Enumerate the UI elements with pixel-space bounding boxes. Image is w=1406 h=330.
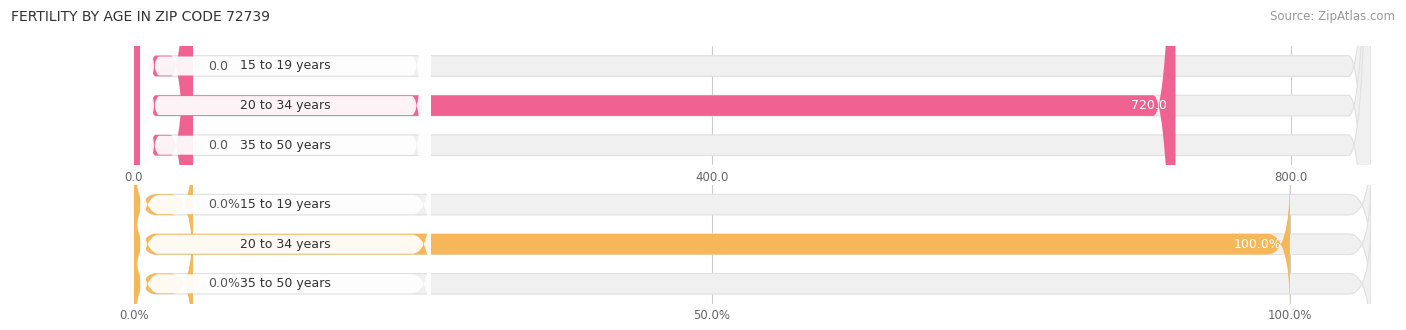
Text: 15 to 19 years: 15 to 19 years [240,59,330,73]
Text: 0.0: 0.0 [208,59,228,73]
FancyBboxPatch shape [134,139,1371,271]
FancyBboxPatch shape [141,0,432,330]
FancyBboxPatch shape [134,0,193,330]
FancyBboxPatch shape [134,178,1289,310]
Text: Source: ZipAtlas.com: Source: ZipAtlas.com [1270,10,1395,23]
FancyBboxPatch shape [141,0,432,330]
Text: FERTILITY BY AGE IN ZIP CODE 72739: FERTILITY BY AGE IN ZIP CODE 72739 [11,10,270,24]
Text: 100.0%: 100.0% [1233,238,1281,251]
FancyBboxPatch shape [134,0,1371,330]
FancyBboxPatch shape [134,0,1371,330]
FancyBboxPatch shape [134,218,193,330]
FancyBboxPatch shape [141,189,432,300]
Text: 35 to 50 years: 35 to 50 years [240,139,330,152]
FancyBboxPatch shape [141,0,432,330]
Text: 720.0: 720.0 [1130,99,1167,112]
FancyBboxPatch shape [134,178,1371,310]
FancyBboxPatch shape [134,139,193,271]
FancyBboxPatch shape [141,228,432,330]
Text: 0.0%: 0.0% [208,198,240,211]
FancyBboxPatch shape [134,0,1371,330]
Text: 15 to 19 years: 15 to 19 years [240,198,330,211]
Text: 0.0%: 0.0% [208,277,240,290]
Text: 0.0: 0.0 [208,139,228,152]
FancyBboxPatch shape [134,0,1175,330]
FancyBboxPatch shape [134,218,1371,330]
Text: 35 to 50 years: 35 to 50 years [240,277,330,290]
Text: 20 to 34 years: 20 to 34 years [240,99,330,112]
Text: 20 to 34 years: 20 to 34 years [240,238,330,251]
FancyBboxPatch shape [134,0,193,330]
FancyBboxPatch shape [141,149,432,260]
